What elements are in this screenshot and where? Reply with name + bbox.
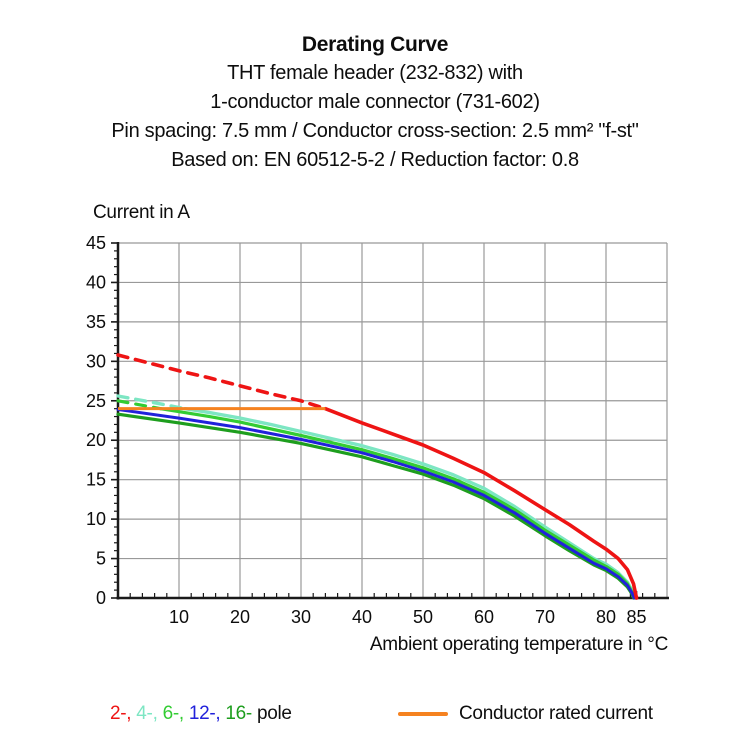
tick-labels: 0 5 10 15 20 25 30 35 40 45 10 20 30 40 50 60 70 80 85 <box>86 233 647 627</box>
svg-text:20: 20 <box>86 430 106 450</box>
chart-subtitle-line: THT female header (232-832) with <box>227 62 523 84</box>
chart-subtitle-line: Based on: EN 60512-5-2 / Reduction facto… <box>171 149 579 171</box>
svg-text:85: 85 <box>626 607 646 627</box>
chart-subtitle-line: Pin spacing: 7.5 mm / Conductor cross-se… <box>111 120 639 142</box>
legend-pole-16: 16- <box>225 703 252 724</box>
svg-text:70: 70 <box>535 607 555 627</box>
rated-current-label: Conductor rated current <box>459 703 653 724</box>
svg-text:10: 10 <box>169 607 189 627</box>
pole-curves <box>116 353 639 600</box>
svg-text:5: 5 <box>96 549 106 569</box>
svg-text:40: 40 <box>86 272 106 292</box>
svg-text:40: 40 <box>352 607 372 627</box>
svg-text:45: 45 <box>86 233 106 253</box>
legend-pole-suffix: pole <box>256 703 292 724</box>
svg-text:10: 10 <box>86 509 106 529</box>
legend-pole-12: 12-, <box>188 703 221 724</box>
axis-lines <box>116 242 669 600</box>
grid-lines <box>118 242 668 598</box>
svg-text:50: 50 <box>413 607 433 627</box>
legend-pole-4: 4-, <box>136 703 158 724</box>
y-axis-title: Current in A <box>93 202 190 223</box>
svg-text:80: 80 <box>596 607 616 627</box>
svg-text:30: 30 <box>291 607 311 627</box>
svg-text:15: 15 <box>86 470 106 490</box>
svg-text:0: 0 <box>96 588 106 608</box>
legend-pole-6: 6-, <box>162 703 185 724</box>
legend: 2-, 4-, 6-, 12-, 16- pole Conductor rated cur… <box>0 700 750 730</box>
legend-pole-2: 2-, <box>110 703 132 724</box>
svg-text:30: 30 <box>86 351 106 371</box>
svg-text:60: 60 <box>474 607 494 627</box>
x-axis-title: Ambient operating temperature in °C <box>369 634 668 655</box>
svg-text:35: 35 <box>86 312 106 332</box>
chart-header: Derating Curve THT female header (232-83… <box>0 30 750 175</box>
legend-pole-labels: 2-, 4-, 6-, 12-, 16- pole <box>110 703 292 725</box>
svg-text:20: 20 <box>230 607 250 627</box>
rated-current-swatch <box>398 712 448 716</box>
svg-text:25: 25 <box>86 391 106 411</box>
chart-title: Derating Curve <box>301 33 449 56</box>
chart-subtitle-line: 1-conductor male connector (731-602) <box>210 91 540 113</box>
